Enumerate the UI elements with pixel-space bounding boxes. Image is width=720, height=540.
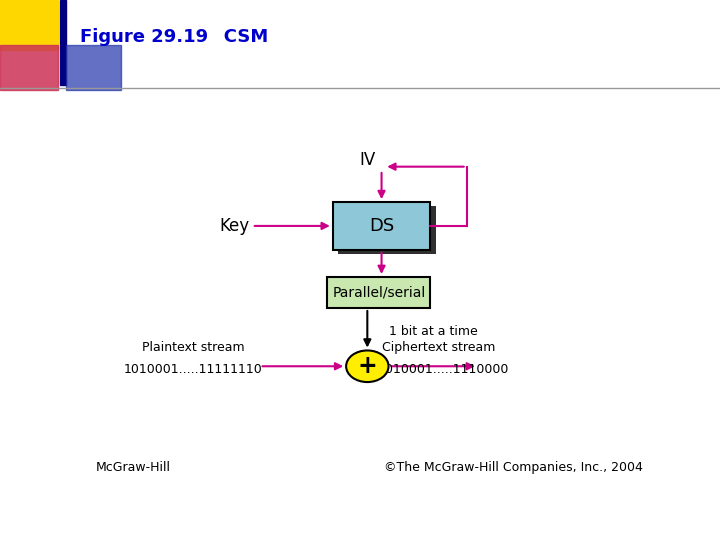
Text: Plaintext stream: Plaintext stream	[142, 341, 245, 354]
Text: IV: IV	[359, 151, 375, 168]
Text: 00010001.....1110000: 00010001.....1110000	[369, 363, 508, 376]
Bar	[66, 45, 121, 90]
Text: Figure 29.19: Figure 29.19	[80, 28, 208, 46]
Circle shape	[346, 350, 389, 382]
Text: CSM: CSM	[205, 28, 269, 46]
Text: DS: DS	[369, 217, 394, 235]
Bar	[338, 206, 436, 254]
Bar	[0, 45, 58, 90]
Text: +: +	[357, 354, 377, 378]
Bar	[0, 0, 58, 50]
Text: ©The McGraw-Hill Companies, Inc., 2004: ©The McGraw-Hill Companies, Inc., 2004	[384, 461, 642, 474]
Text: Key: Key	[219, 217, 249, 235]
Text: McGraw-Hill: McGraw-Hill	[96, 461, 171, 474]
Text: 1 bit at a time: 1 bit at a time	[389, 325, 477, 338]
Bar	[327, 277, 431, 308]
Text: Ciphertext stream: Ciphertext stream	[382, 341, 495, 354]
Bar	[333, 202, 431, 250]
Text: Parallel/serial: Parallel/serial	[332, 286, 426, 300]
Bar	[60, 0, 66, 85]
Text: 1010001.....11111110: 1010001.....11111110	[124, 363, 263, 376]
